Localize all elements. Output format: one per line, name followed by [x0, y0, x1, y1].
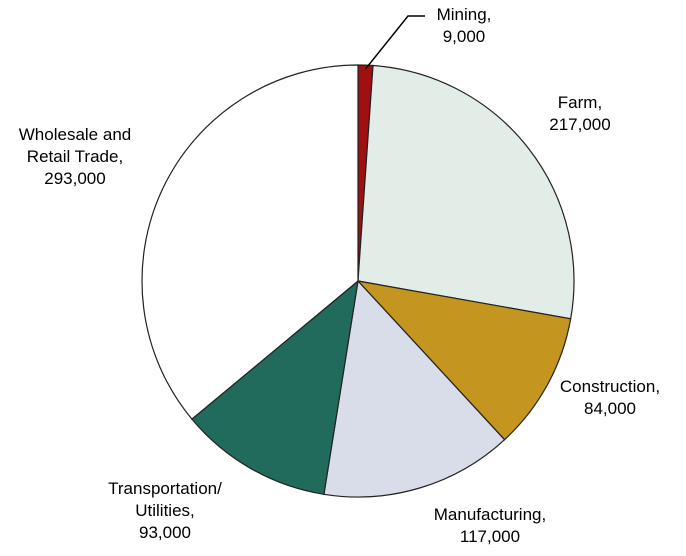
label-line: Retail Trade, [27, 147, 123, 166]
label-line: Utilities, [135, 501, 195, 520]
label-line: Farm, [558, 93, 602, 112]
value-label: 293,000 [44, 169, 105, 188]
pie-slice [141, 64, 359, 420]
pie-slice [191, 279, 359, 495]
label-line: Mining, [437, 5, 492, 24]
slice-label: Manufacturing, [434, 505, 546, 524]
value-label: 93,000 [139, 523, 191, 542]
label-line: Construction, [560, 377, 660, 396]
slice-label: Wholesale and Retail Trade, [19, 125, 131, 166]
value-label: 9,000 [443, 27, 486, 46]
pie-slice [357, 64, 575, 320]
label-line: Wholesale and [19, 125, 131, 144]
slice-label: Farm, [558, 93, 602, 112]
slice-label: Mining, [437, 5, 492, 24]
pie-slice [323, 279, 506, 498]
slice-label: Transportation/Utilities, [108, 479, 222, 520]
value-label: 84,000 [584, 399, 636, 418]
label-line: Transportation/ [108, 479, 222, 498]
value-label: 217,000 [549, 115, 610, 134]
pie-slice [356, 280, 572, 441]
value-label: 117,000 [460, 527, 520, 546]
slice-label: Construction, [560, 377, 660, 396]
leader-line [364, 15, 425, 70]
label-line: Manufacturing, [434, 505, 546, 524]
